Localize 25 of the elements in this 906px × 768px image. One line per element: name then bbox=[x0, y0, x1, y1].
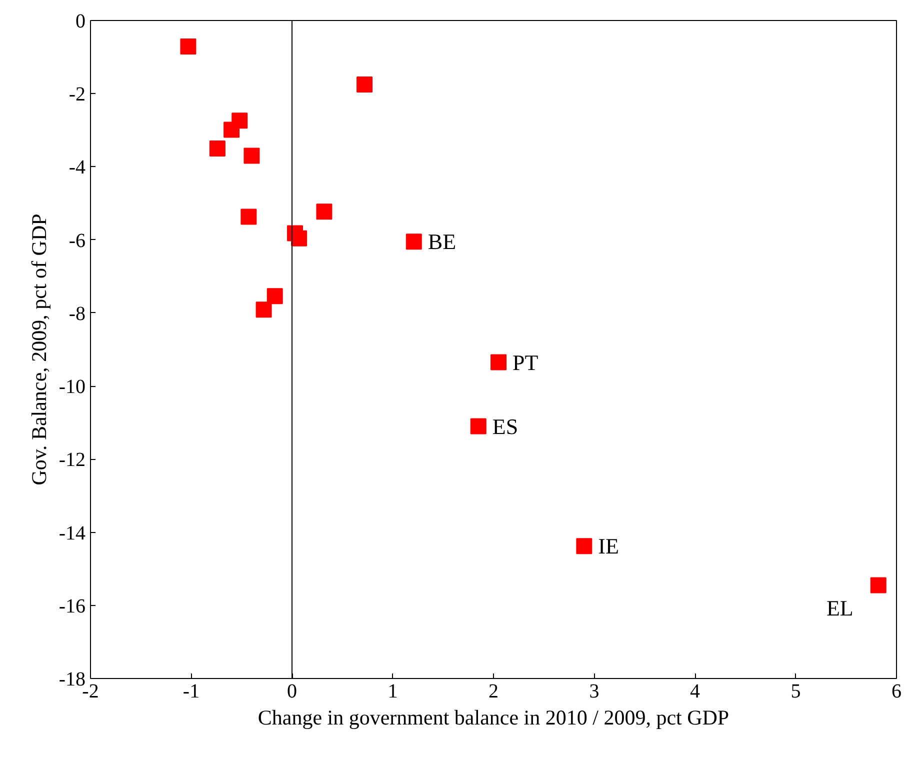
y-axis-title: Gov. Balance, 2009, pct of GDP bbox=[26, 214, 51, 486]
x-tick-label: 6 bbox=[892, 680, 902, 702]
x-tick-label: 2 bbox=[488, 680, 498, 702]
annotation: EL bbox=[826, 595, 854, 620]
x-tick-label: 0 bbox=[287, 680, 297, 702]
x-tick-label: 4 bbox=[690, 680, 700, 702]
y-tick-label: -8 bbox=[68, 302, 86, 325]
y-tick-label: -6 bbox=[68, 230, 86, 252]
y-tick-label: -16 bbox=[58, 595, 86, 618]
y-tick-label: -4 bbox=[68, 156, 86, 179]
annotation: BE bbox=[428, 229, 456, 254]
y-tick-label: -12 bbox=[58, 449, 86, 472]
y-tick-label: -14 bbox=[58, 522, 86, 544]
y-tick-label: -10 bbox=[58, 376, 86, 398]
x-tick-label: -1 bbox=[182, 680, 200, 702]
annotation: PT bbox=[512, 350, 539, 375]
y-tick-label: -18 bbox=[58, 668, 86, 690]
x-tick-label: 1 bbox=[388, 680, 398, 702]
y-tick-label: 0 bbox=[76, 10, 86, 32]
y-tick-label: -2 bbox=[68, 84, 86, 106]
annotation: ES bbox=[492, 414, 518, 439]
x-tick-label: 3 bbox=[589, 680, 600, 702]
annotation: IE bbox=[598, 534, 619, 559]
x-tick-label: 5 bbox=[790, 680, 801, 702]
x-axis-title: Change in government balance in 2010 / 2009, pct GDP bbox=[258, 706, 730, 730]
